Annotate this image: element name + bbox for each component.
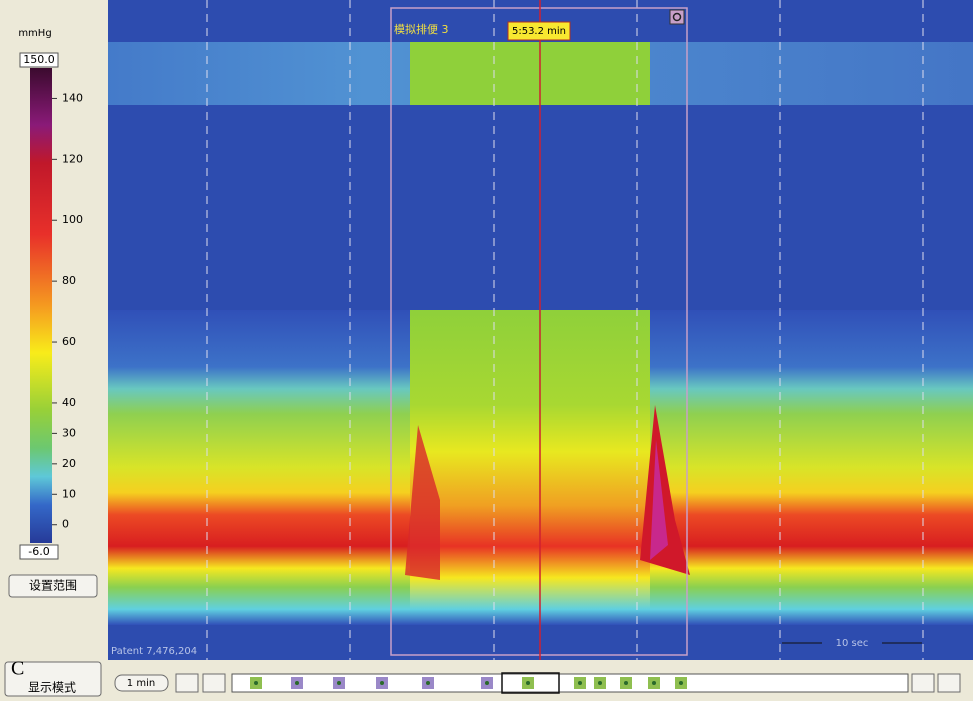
- colorbar-tick-label: 120: [62, 152, 83, 165]
- cursor-time-box: [507, 21, 571, 41]
- colorbar-tick-label: 30: [62, 426, 76, 439]
- event-label: 模拟排便 3: [394, 22, 449, 36]
- timeline-marker-dot: [295, 681, 299, 685]
- zoom-button[interactable]: [114, 674, 169, 692]
- time-grid: [206, 0, 924, 660]
- event-region[interactable]: [390, 7, 688, 656]
- display-mode-label: 显示模式: [28, 681, 76, 695]
- colorbar-tick-label: 100: [62, 213, 83, 226]
- timeline[interactable]: [231, 673, 909, 693]
- timeline-marker-dot: [254, 681, 258, 685]
- zoom-label: 1 min: [127, 678, 155, 689]
- colorbar-tick-label: 80: [62, 274, 76, 287]
- first-button[interactable]: [175, 673, 199, 693]
- set-range-label: 设置范围: [29, 579, 77, 593]
- timeline-marker-dot: [526, 681, 530, 685]
- colorbar-tick-label: 60: [62, 335, 76, 348]
- min-box[interactable]: [19, 544, 59, 560]
- timeline-markers: [250, 677, 687, 689]
- event-icon-dot: [672, 12, 682, 22]
- display-mode-icon: C: [11, 658, 24, 680]
- unit-label: mmHg: [18, 28, 51, 39]
- next-button[interactable]: [911, 673, 935, 693]
- colorbar-tick-label: 40: [62, 396, 76, 409]
- set-range-button[interactable]: [8, 574, 98, 598]
- cursor-time: 5:53.2 min: [512, 26, 566, 37]
- timeline-marker-dot: [578, 681, 582, 685]
- timeline-marker-dot: [485, 681, 489, 685]
- timeline-marker-dot: [679, 681, 683, 685]
- timeline-marker-dot: [598, 681, 602, 685]
- min-value: -6.0: [28, 545, 49, 558]
- timeline-window[interactable]: [501, 672, 560, 694]
- prev-button[interactable]: [202, 673, 226, 693]
- timeline-marker-dot: [624, 681, 628, 685]
- display-mode-button[interactable]: [4, 661, 102, 697]
- last-button[interactable]: [937, 673, 961, 693]
- side-panel: [0, 0, 107, 660]
- timeline-marker-dot: [380, 681, 384, 685]
- max-value: 150.0: [23, 53, 55, 66]
- colorbar-tick-label: 20: [62, 457, 76, 470]
- patient-label: Patent 7,476,204: [111, 646, 197, 657]
- event-icon[interactable]: [669, 9, 685, 25]
- color-bar: [30, 68, 52, 543]
- scale-bar-label: 10 sec: [836, 638, 869, 649]
- timeline-marker-dot: [337, 681, 341, 685]
- timeline-marker-dot: [426, 681, 430, 685]
- colorbar-tick-label: 140: [62, 91, 83, 104]
- colorbar-tick-label: 10: [62, 487, 76, 500]
- max-box[interactable]: [19, 52, 59, 68]
- timeline-marker-dot: [652, 681, 656, 685]
- colorbar-tick-label: 0: [62, 518, 69, 531]
